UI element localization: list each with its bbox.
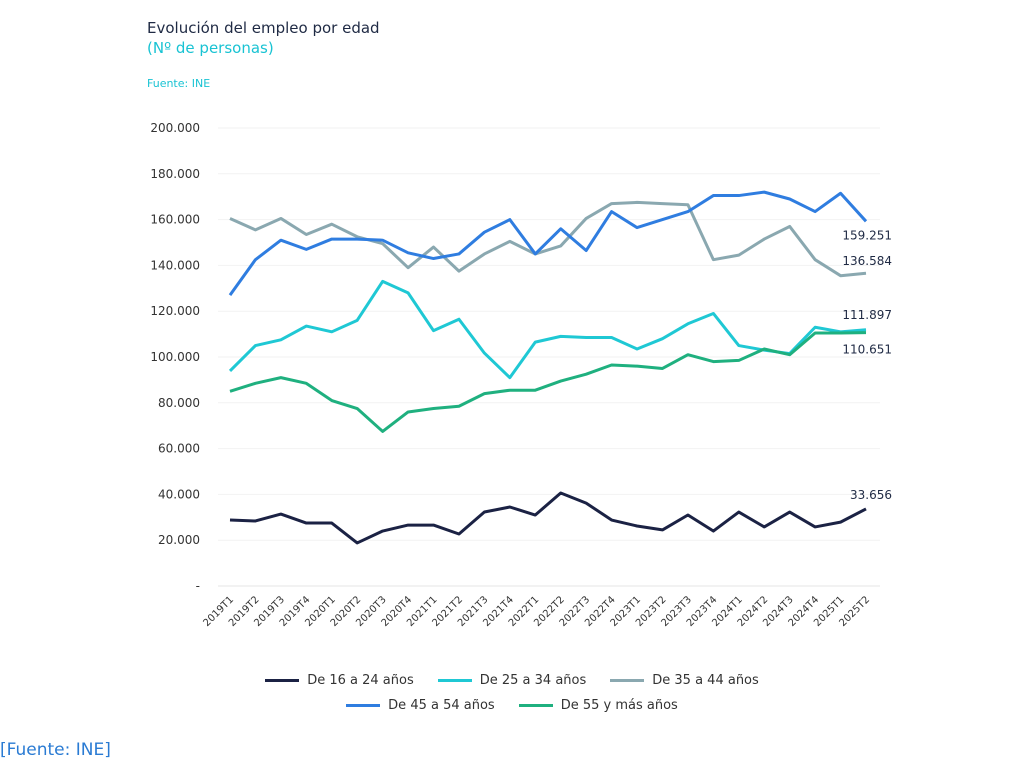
series-line-1 (229, 491, 867, 545)
legend-label: De 16 a 24 años (307, 673, 414, 688)
end-value-label: 111.897 (842, 308, 892, 322)
end-value-label: 159.251 (842, 228, 892, 242)
series-line-5 (229, 331, 867, 433)
legend-swatch (265, 679, 300, 682)
chart-subtitle: (Nº de personas) (147, 39, 274, 57)
legend-label: De 35 a 44 años (652, 673, 759, 688)
legend-label: De 45 a 54 años (388, 698, 495, 713)
legend-swatch (518, 704, 553, 707)
y-tick-label: 160.000 (150, 213, 200, 227)
end-value-label: 110.651 (842, 343, 892, 357)
y-tick-label: 100.000 (150, 350, 200, 364)
footer-source: [Fuente: INE] (0, 740, 111, 760)
legend-swatch (346, 704, 381, 707)
legend-row-1: De 16 a 24 años De 25 a 34 años De 35 a 44… (0, 673, 1024, 688)
y-tick-label: 80.000 (158, 396, 200, 410)
legend-item: De 55 y más años (518, 698, 678, 713)
legend-item: De 45 a 54 años (346, 698, 495, 713)
y-tick-label: 20.000 (158, 533, 200, 547)
series-line-3 (229, 200, 867, 278)
y-tick-label: 120.000 (150, 304, 200, 318)
series-line-4 (228, 190, 868, 297)
y-tick-label: 60.000 (158, 442, 200, 456)
line-chart: - 20.000 40.000 60.000 80.000 100.000 120.000 1… (150, 121, 892, 629)
legend-swatch (610, 679, 645, 682)
end-value-label: 136.584 (842, 254, 892, 268)
legend-swatch (437, 679, 472, 682)
chart-source: Fuente: INE (147, 77, 211, 90)
legend-item: De 25 a 34 años (437, 673, 587, 688)
y-tick-label: 180.000 (150, 167, 200, 181)
y-tick-label: 140.000 (150, 258, 200, 272)
legend-row-2: De 45 a 54 años De 55 y más años (0, 698, 1024, 713)
legend-item: De 16 a 24 años (265, 673, 414, 688)
legend-label: De 25 a 34 años (479, 673, 587, 688)
legend-label: De 55 y más años (560, 698, 678, 713)
legend-item: De 35 a 44 años (610, 673, 759, 688)
y-tick-label: - (196, 579, 200, 593)
y-tick-label: 40.000 (158, 487, 200, 501)
y-tick-label: 200.000 (150, 121, 200, 135)
chart-title: Evolución del empleo por edad (147, 19, 380, 37)
series-line-2 (228, 279, 867, 380)
end-value-label: 33.656 (850, 488, 892, 502)
